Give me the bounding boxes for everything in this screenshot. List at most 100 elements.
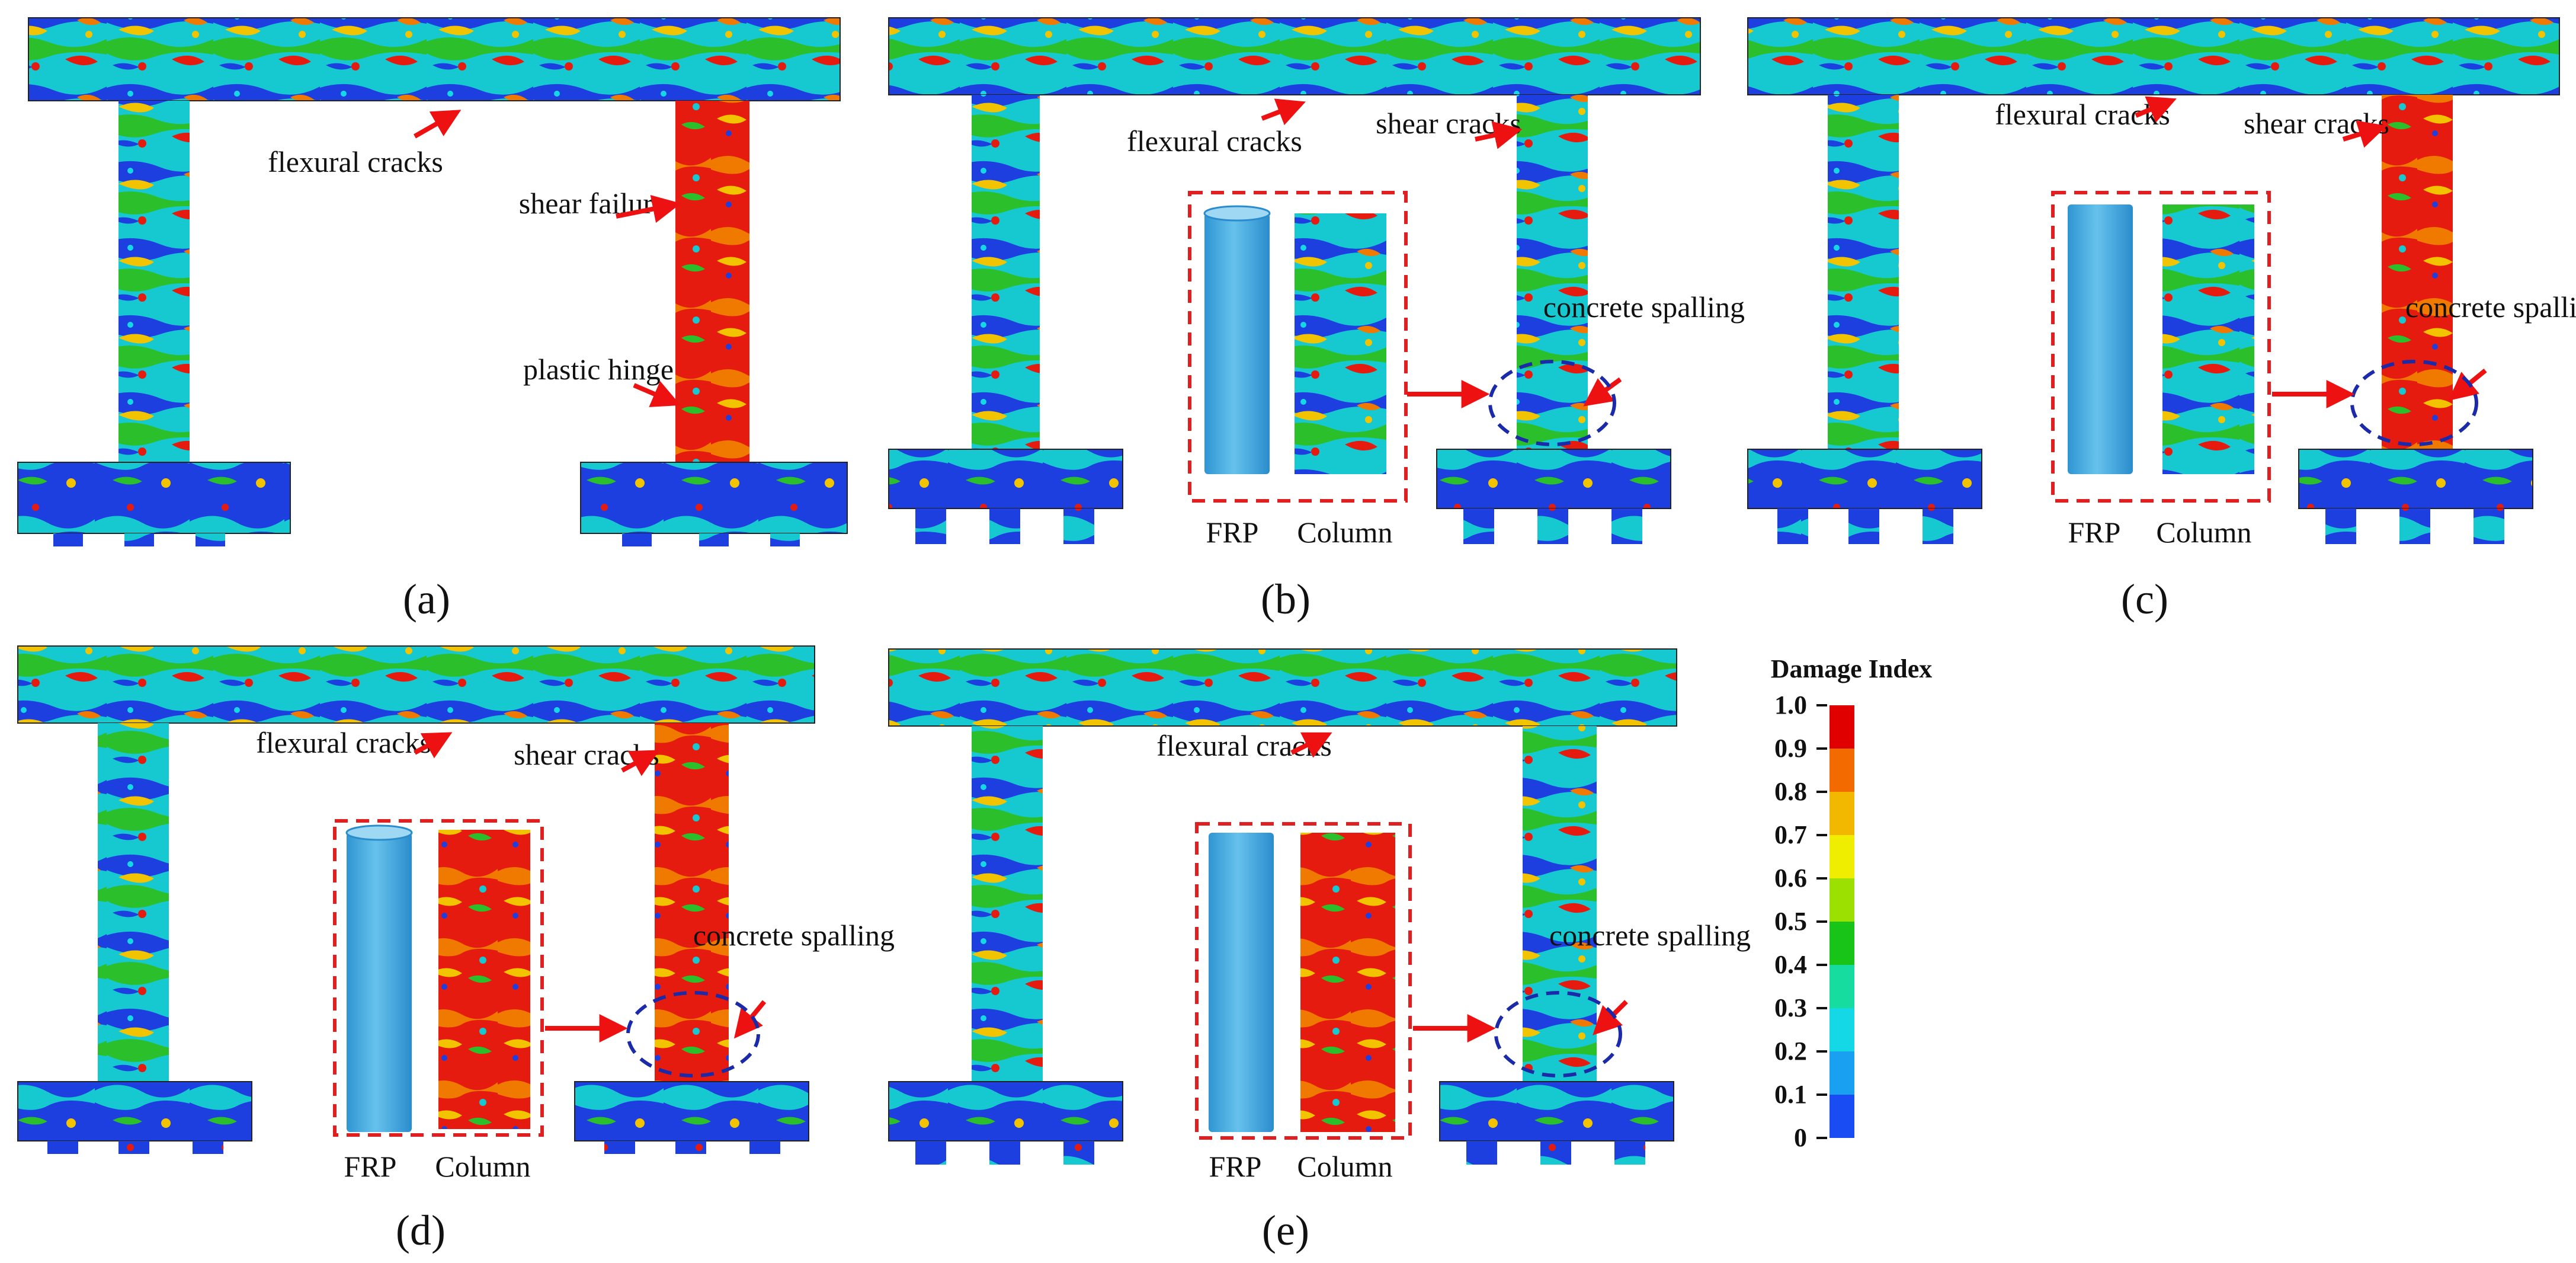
spalling-circle [2350, 360, 2478, 446]
right-column [655, 723, 729, 1082]
right-footing [1436, 449, 1671, 509]
label-flexural-cracks: flexural cracks [256, 726, 431, 759]
arrow-icon [1593, 1000, 1628, 1035]
inset-label-frp: FRP [344, 1150, 397, 1183]
legend-swatch [1830, 965, 1854, 1008]
arrow-icon [1475, 121, 1523, 149]
inset-label-column: Column [435, 1150, 530, 1183]
legend-swatch [1830, 1095, 1854, 1138]
inset-label-frp: FRP [1206, 516, 1259, 549]
legend-tick-label: 0.1 [1774, 1080, 1807, 1109]
legend-tick-label: 0.4 [1774, 950, 1807, 979]
spalling-circle [1488, 360, 1616, 446]
right-column [1517, 95, 1588, 450]
beam [888, 648, 1677, 727]
damage-index-legend: Damage Index 1.0 0.9 0.8 0.7 0.6 0.5 0.4 0.3 0.2… [1771, 654, 1933, 1152]
legend-tick-label: 0 [1794, 1123, 1807, 1152]
right-footing [580, 462, 848, 534]
legend-swatch [1830, 792, 1854, 835]
legend-tick-labels: 1.0 0.9 0.8 0.7 0.6 0.5 0.4 0.3 0.2 0.1 0 [1774, 690, 1827, 1152]
beam [28, 17, 841, 101]
beam [1747, 17, 2560, 95]
panel-caption: (e) [1262, 1207, 1309, 1254]
inset-column [1300, 833, 1395, 1132]
inset-box [1195, 822, 1412, 1140]
left-column [118, 101, 190, 462]
arrow-icon [414, 732, 453, 759]
panel-caption: (a) [403, 575, 450, 623]
panel-c: FRP Column flexural cracks shear cracks … [1747, 17, 2576, 623]
inset-label-column: Column [2156, 516, 2251, 549]
panel-caption: (d) [396, 1207, 446, 1254]
arrow-icon [2135, 96, 2177, 123]
legend-tick-label: 0.2 [1774, 1037, 1807, 1066]
right-column [2382, 95, 2453, 450]
panel-d: FRP Column flexural cracks shear cracks … [17, 645, 895, 1254]
legend-swatch [1830, 922, 1854, 965]
left-column [972, 95, 1040, 450]
left-column [98, 723, 169, 1082]
piles [915, 1141, 1645, 1165]
label-plastic-hinge: plastic hinge [523, 353, 674, 386]
label-concrete-spalling: concrete spalling [1549, 919, 1751, 952]
left-footing [1747, 449, 1982, 509]
inset-column [438, 830, 530, 1129]
label-flexural-cracks: flexural cracks [1127, 124, 1302, 158]
piles [53, 533, 800, 546]
right-footing [2298, 449, 2533, 509]
label-shear-failure: shear failure [519, 187, 666, 220]
legend-colorbar [1830, 705, 1854, 1138]
inset-label-column: Column [1297, 1150, 1392, 1183]
label-shear-cracks: shear cracks [514, 738, 659, 771]
inset-label-column: Column [1297, 516, 1392, 549]
panel-caption: (c) [2121, 575, 2168, 623]
frp-jacket [347, 833, 412, 1132]
piles [915, 509, 1642, 544]
panel-a: flexural cracks shear failure plastic hi… [17, 17, 848, 623]
left-footing [888, 449, 1123, 509]
arrow-icon [621, 750, 660, 776]
left-column [972, 726, 1043, 1082]
right-footing [574, 1081, 809, 1142]
arrow-icon [616, 194, 681, 223]
beam [888, 17, 1701, 95]
inset-column [1295, 213, 1386, 474]
legend-swatch [1830, 1051, 1854, 1095]
arrow-icon [414, 110, 462, 139]
left-footing [17, 1081, 252, 1142]
left-footing [17, 462, 291, 534]
legend-tick-label: 0.9 [1774, 734, 1807, 763]
arrow-icon [633, 381, 681, 407]
legend-swatch [1830, 705, 1854, 749]
right-footing [1439, 1081, 1674, 1142]
label-concrete-spalling: concrete spalling [2405, 290, 2576, 324]
frp-jacket [2068, 204, 2133, 474]
inset-box [333, 819, 544, 1137]
legend-swatch [1830, 835, 1854, 878]
inset-label-frp: FRP [2068, 516, 2121, 549]
right-column [1523, 726, 1597, 1082]
left-column [1828, 95, 1899, 450]
frp-jacket [1209, 833, 1274, 1132]
legend-title: Damage Index [1771, 654, 1933, 683]
legend-tick-label: 0.7 [1774, 820, 1807, 849]
inset-box [2051, 191, 2271, 503]
inset-label-frp: FRP [1209, 1150, 1262, 1183]
panel-e: FRP Column flexural cracks concrete spal… [888, 648, 1751, 1254]
legend-tick-label: 0.6 [1774, 864, 1807, 893]
frp-jacket [1204, 213, 1270, 474]
label-concrete-spalling: concrete spalling [1543, 290, 1745, 324]
spalling-circle [626, 991, 760, 1077]
inset-column [2162, 204, 2254, 474]
piles [1777, 509, 2504, 544]
label-concrete-spalling: concrete spalling [693, 919, 895, 952]
arrow-icon [1583, 377, 1622, 407]
arrow-icon [1290, 732, 1332, 758]
legend-tick-label: 1.0 [1774, 690, 1807, 720]
label-shear-cracks: shear cracks [2244, 107, 2389, 140]
legend-tick-label: 0.3 [1774, 993, 1807, 1022]
left-footing [888, 1081, 1123, 1142]
arrow-icon [1261, 98, 1306, 126]
right-column [675, 101, 749, 468]
